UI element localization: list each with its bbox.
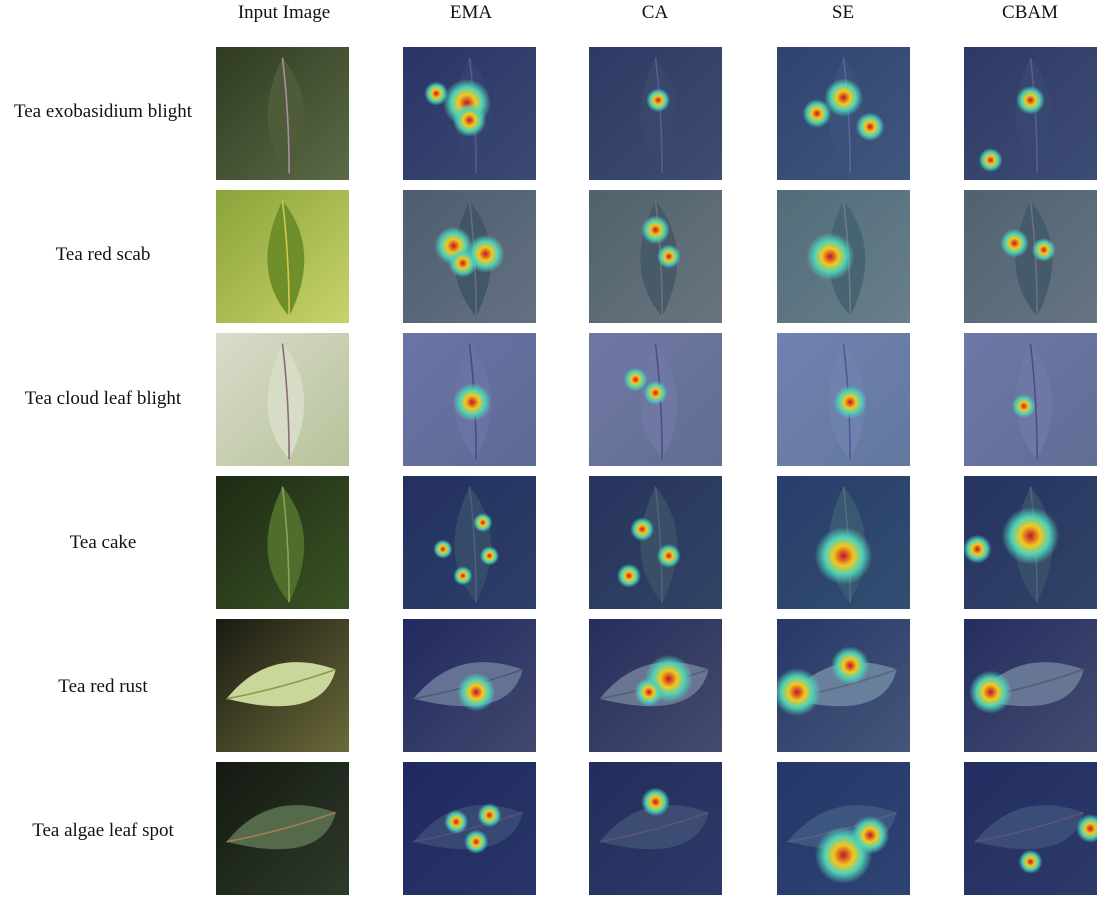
heatmap-cbam-tea-red-scab — [964, 190, 1097, 323]
heatmap-cbam-tea-algae-leaf-spot — [964, 762, 1097, 895]
input-image-tea-exobasidium-blight — [216, 47, 349, 180]
column-header-cbam: CBAM — [1002, 2, 1058, 23]
heatmap-ca-tea-red-scab — [589, 190, 722, 323]
row-label-tea-red-rust: Tea red rust — [58, 676, 148, 697]
input-image-tea-cake — [216, 476, 349, 609]
input-image-tea-algae-leaf-spot — [216, 762, 349, 895]
row-label-tea-cloud-leaf-blight: Tea cloud leaf blight — [24, 388, 182, 409]
heatmap-ema-tea-red-scab — [403, 190, 536, 323]
column-header-input-image: Input Image — [237, 2, 331, 23]
row-label-tea-exobasidium-blight: Tea exobasidium blight — [13, 101, 193, 122]
heatmap-ca-tea-cloud-leaf-blight — [589, 333, 722, 466]
heatmap-se-tea-red-rust — [777, 619, 910, 752]
heatmap-ema-tea-cloud-leaf-blight — [403, 333, 536, 466]
row-label-tea-algae-leaf-spot: Tea algae leaf spot — [32, 820, 174, 841]
column-header-ema: EMA — [449, 2, 493, 23]
heatmap-cbam-tea-exobasidium-blight — [964, 47, 1097, 180]
heatmap-ca-tea-exobasidium-blight — [589, 47, 722, 180]
heatmap-ema-tea-red-rust — [403, 619, 536, 752]
row-label-tea-red-scab: Tea red scab — [55, 244, 151, 265]
heatmap-cbam-tea-cake — [964, 476, 1097, 609]
heatmap-ema-tea-exobasidium-blight — [403, 47, 536, 180]
heatmap-ema-tea-cake — [403, 476, 536, 609]
heatmap-se-tea-red-scab — [777, 190, 910, 323]
heatmap-se-tea-cloud-leaf-blight — [777, 333, 910, 466]
input-image-tea-red-scab — [216, 190, 349, 323]
heatmap-ca-tea-algae-leaf-spot — [589, 762, 722, 895]
heatmap-ca-tea-cake — [589, 476, 722, 609]
heatmap-ca-tea-red-rust — [589, 619, 722, 752]
heatmap-se-tea-exobasidium-blight — [777, 47, 910, 180]
heatmap-se-tea-algae-leaf-spot — [777, 762, 910, 895]
heatmap-cbam-tea-cloud-leaf-blight — [964, 333, 1097, 466]
heatmap-cbam-tea-red-rust — [964, 619, 1097, 752]
column-header-ca: CA — [641, 2, 669, 23]
heatmap-se-tea-cake — [777, 476, 910, 609]
heatmap-ema-tea-algae-leaf-spot — [403, 762, 536, 895]
row-label-tea-cake: Tea cake — [69, 532, 137, 553]
input-image-tea-cloud-leaf-blight — [216, 333, 349, 466]
input-image-tea-red-rust — [216, 619, 349, 752]
column-header-se: SE — [831, 2, 855, 23]
